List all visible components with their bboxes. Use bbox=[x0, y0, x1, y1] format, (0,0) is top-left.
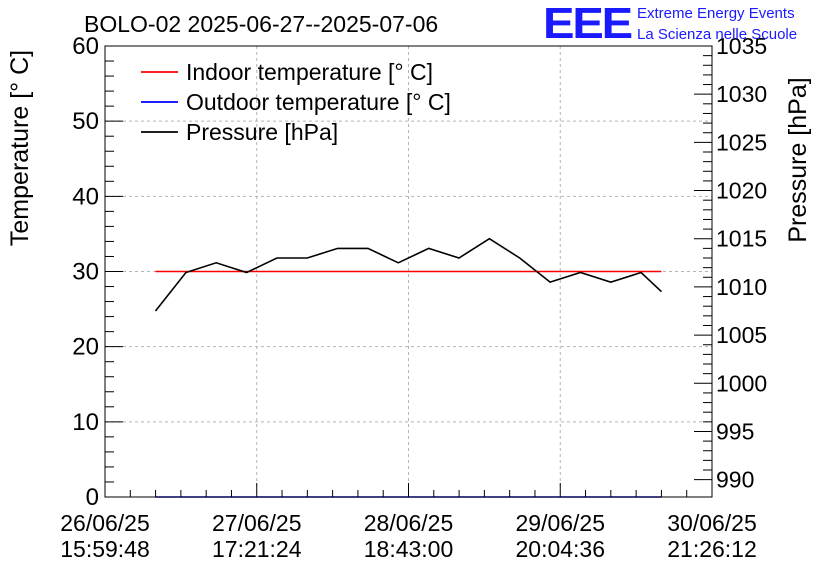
y-tick-label: 10 bbox=[72, 409, 99, 436]
legend-entry: Indoor temperature [° C] bbox=[186, 59, 433, 85]
right-axis: 990 995 1000 1005 1010 1015 1020 1025 1030 1035 bbox=[694, 33, 767, 493]
x-tick-time: 21:26:12 bbox=[667, 536, 757, 562]
x-tick-date: 27/06/25 bbox=[212, 510, 302, 536]
x-tick-date: 30/06/25 bbox=[667, 510, 757, 536]
chart-title: BOLO-02 2025-06-27--2025-07-06 bbox=[84, 11, 438, 37]
x-tick-time: 20:04:36 bbox=[515, 536, 605, 562]
logo-text-line2: La Scienza nelle Scuole bbox=[637, 26, 797, 43]
x-tick-date: 28/06/25 bbox=[364, 510, 454, 536]
y2-tick-label: 990 bbox=[716, 467, 754, 493]
y2-tick-label: 995 bbox=[716, 418, 754, 444]
y2-tick-label: 1015 bbox=[716, 226, 767, 252]
logo-text-line1: Extreme Energy Events bbox=[637, 5, 795, 22]
y2-tick-label: 1030 bbox=[716, 81, 767, 107]
eee-logo-mark: EEE bbox=[543, 0, 632, 48]
y-tick-label: 40 bbox=[72, 183, 99, 210]
y2-tick-label: 1005 bbox=[716, 322, 767, 348]
left-axis: 0 10 20 30 40 50 60 bbox=[72, 33, 123, 511]
legend-entry: Pressure [hPa] bbox=[186, 119, 338, 145]
legend-entry: Outdoor temperature [° C] bbox=[186, 89, 451, 115]
series-line-2 bbox=[154, 237, 663, 312]
eee-logo: EEE Extreme Energy Events La Scienza nel… bbox=[543, 0, 797, 48]
y-tick-label: 50 bbox=[72, 108, 99, 135]
x-tick-date: 26/06/25 bbox=[60, 510, 150, 536]
y-tick-label: 20 bbox=[72, 334, 99, 361]
x-tick-time: 15:59:48 bbox=[60, 536, 150, 562]
x-tick-time: 18:43:00 bbox=[364, 536, 454, 562]
x-tick-time: 17:21:24 bbox=[212, 536, 302, 562]
y2-tick-label: 1025 bbox=[716, 129, 767, 155]
y2-tick-label: 1035 bbox=[716, 33, 767, 59]
y2-axis-label: Pressure [hPa] bbox=[784, 77, 812, 242]
legend: Indoor temperature [° C] Outdoor temperat… bbox=[141, 59, 451, 145]
y2-tick-label: 1020 bbox=[716, 178, 767, 204]
y-tick-label: 30 bbox=[72, 259, 99, 286]
x-tick-date: 29/06/25 bbox=[515, 510, 605, 536]
y2-tick-label: 1000 bbox=[716, 370, 767, 396]
y2-tick-label: 1010 bbox=[716, 274, 767, 300]
y-tick-label: 0 bbox=[86, 484, 99, 511]
y-tick-label: 60 bbox=[72, 33, 99, 60]
y-axis-label: Temperature [° C] bbox=[6, 50, 34, 246]
